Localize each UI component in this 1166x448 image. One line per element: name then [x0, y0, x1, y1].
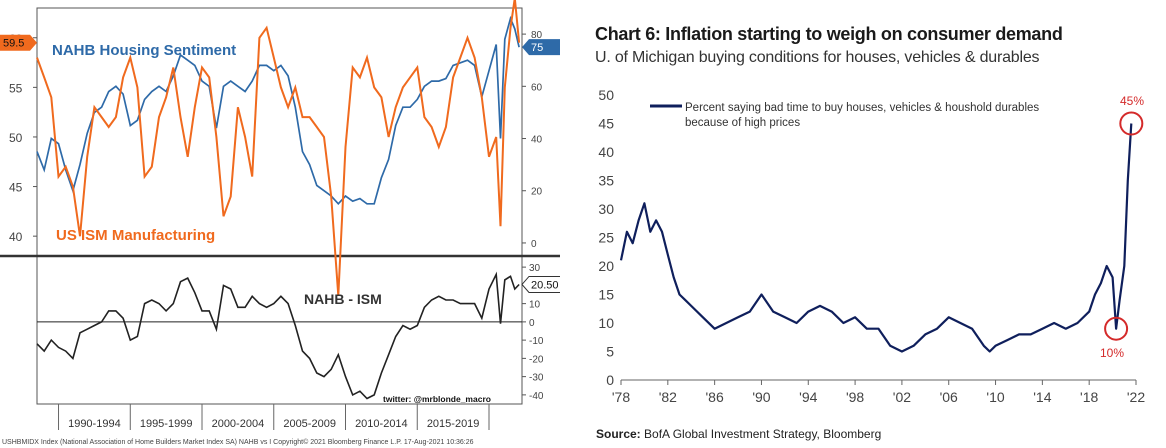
x-tick-label: 1995-1999: [140, 418, 193, 430]
diff-last-value-label: 20.50: [531, 279, 559, 291]
x-tick-label: 2010-2014: [355, 418, 408, 430]
x-tick-label: '14: [1033, 389, 1051, 405]
x-tick-label: '02: [893, 389, 911, 405]
bloomberg-footer: USHBMIDX Index (National Association of …: [2, 438, 474, 446]
legend-label-line1: Percent saying bad time to buy houses, v…: [685, 102, 1039, 114]
annotation-low: 10%: [1100, 346, 1124, 360]
diff-series-line: [36, 271, 520, 400]
series-line: [619, 123, 1133, 353]
x-tick-label: '94: [799, 389, 817, 405]
right-y-tick-label: 60: [531, 82, 543, 93]
diff-y-tick-label: 0: [529, 318, 535, 329]
x-tick-label: '10: [986, 389, 1004, 405]
x-tick-label: '86: [706, 389, 724, 405]
twitter-handle: twitter: @mrblonde_macro: [383, 394, 491, 404]
bofa-chart-svg: 0 5 10 15 20 25 30 35 40 45 50 '78 '82 '86 '90 '94 '98 '0…: [598, 87, 1145, 405]
nahb-last-value-label: 75: [531, 42, 543, 54]
right-y-tick-label: 0: [531, 239, 537, 250]
legend-ism: US ISM Manufacturing: [56, 227, 215, 244]
y-tick-label: 25: [598, 230, 614, 246]
y-tick-label: 50: [598, 87, 614, 103]
left-y-tick-label: 55: [9, 81, 23, 95]
source-label: Source:: [596, 427, 641, 441]
ism-series-line: [36, 0, 521, 296]
x-tick-label: '90: [752, 389, 770, 405]
x-tick-label: '22: [1127, 389, 1145, 405]
annotation-high: 45%: [1120, 94, 1144, 108]
left-y-tick-label: 40: [9, 230, 23, 244]
plot-area: 0 5 10 15 20 25 30 35 40 45 50 '78 '82 '86 '90 '94 '98 '0…: [598, 87, 1145, 405]
x-tick-label: 2005-2009: [283, 418, 336, 430]
x-tick-label: '06: [940, 389, 958, 405]
y-tick-label: 10: [598, 315, 614, 331]
legend-nahb: NAHB Housing Sentiment: [52, 42, 236, 59]
source-note: Source: BofA Global Investment Strategy,…: [596, 427, 881, 441]
left-y-tick-label: 50: [9, 131, 23, 145]
source-text: BofA Global Investment Strategy, Bloombe…: [640, 427, 882, 441]
x-tick-label: 2015-2019: [427, 418, 480, 430]
right-y-tick-label: 40: [531, 135, 543, 146]
ism-last-value-label: 59.5: [3, 38, 24, 50]
right-y-tick-label: 20: [531, 187, 543, 198]
y-tick-label: 30: [598, 201, 614, 217]
bloomberg-chart-svg: 404550556002040608059.575 -40-30-20-1001…: [0, 0, 560, 446]
x-tick-label: '18: [1080, 389, 1098, 405]
bloomberg-chart-panel: 404550556002040608059.575 -40-30-20-1001…: [0, 0, 560, 448]
plot-frame: [36, 7, 523, 405]
x-axis: 1990-1994 1995-1999 2000-2004 2005-2009 2010…: [58, 404, 490, 430]
nahb-last-value-badge: [522, 39, 560, 56]
bofa-chart-panel: Chart 6: Inflation starting to weigh on …: [590, 0, 1166, 448]
nahb-series-line: [36, 15, 520, 206]
diff-y-tick-label: -20: [529, 354, 544, 365]
bottom-plot-area: -40-30-20-10010203020.50: [36, 263, 560, 402]
y-tick-label: 0: [606, 372, 614, 388]
x-tick-label: '98: [846, 389, 864, 405]
x-tick-label: '82: [659, 389, 677, 405]
x-tick-label: 1990-1994: [68, 418, 121, 430]
diff-y-tick-label: -30: [529, 373, 544, 384]
y-tick-label: 20: [598, 258, 614, 274]
y-tick-label: 15: [598, 287, 614, 303]
chart-subtitle: U. of Michigan buying conditions for hou…: [595, 49, 1040, 66]
y-tick-label: 5: [606, 344, 614, 360]
top-plot-area: 404550556002040608059.575: [0, 0, 560, 405]
right-y-tick-label: 80: [531, 30, 543, 41]
y-tick-label: 45: [598, 116, 614, 132]
legend-diff: NAHB - ISM: [304, 291, 382, 307]
y-tick-label: 35: [598, 173, 614, 189]
left-y-tick-label: 45: [9, 181, 23, 195]
diff-y-tick-label: 30: [529, 263, 541, 274]
legend-label-line2: because of high prices: [685, 117, 800, 129]
diff-y-tick-label: -10: [529, 336, 544, 347]
x-tick-label: '78: [612, 389, 630, 405]
diff-last-value-badge: [521, 275, 560, 293]
diff-y-tick-label: -40: [529, 391, 544, 402]
ism-last-value-badge: [0, 34, 37, 51]
x-tick-label: 2000-2004: [212, 418, 265, 430]
high-annotation-circle: [1119, 111, 1144, 136]
low-annotation-circle: [1104, 316, 1129, 341]
y-tick-label: 40: [598, 144, 614, 160]
diff-y-tick-label: 10: [529, 300, 541, 311]
chart-title: Chart 6: Inflation starting to weigh on …: [595, 24, 1063, 44]
